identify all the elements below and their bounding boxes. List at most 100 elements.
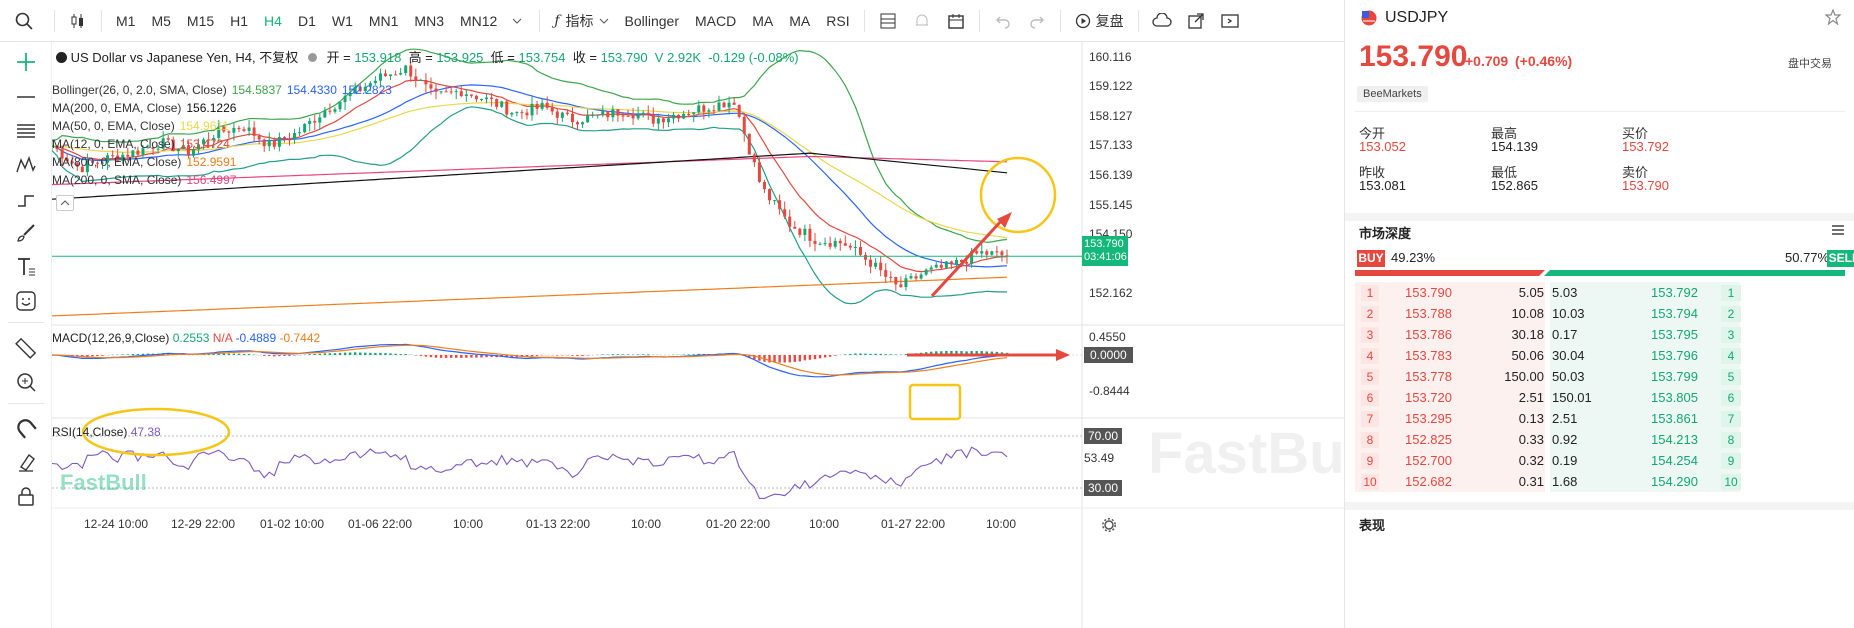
candle-body bbox=[975, 251, 979, 254]
macd-histogram-bar bbox=[247, 354, 251, 355]
indicator-button-macd[interactable]: MACD bbox=[695, 12, 737, 29]
macd-histogram-bar bbox=[601, 354, 604, 355]
candle-body bbox=[414, 76, 418, 81]
timeframe-d1[interactable]: D1 bbox=[297, 12, 316, 29]
timeframe-w1[interactable]: W1 bbox=[331, 12, 353, 29]
candle-body bbox=[444, 91, 448, 93]
ask-price: 154.290 bbox=[1651, 474, 1698, 489]
timeframe-m5[interactable]: M5 bbox=[151, 12, 171, 29]
ma800-line bbox=[52, 276, 1008, 317]
order-book-row[interactable]: 7 153.295 0.13 2.51 153.861 7 bbox=[1355, 408, 1845, 429]
buy-badge[interactable]: BUY bbox=[1357, 250, 1385, 267]
undo-icon[interactable] bbox=[986, 0, 1020, 42]
chart-settings-icon[interactable] bbox=[1102, 518, 1116, 536]
candle-body bbox=[813, 240, 817, 245]
order-book-row[interactable]: 5 153.778 150.00 50.03 153.799 5 bbox=[1355, 366, 1845, 387]
high-label: 高 = bbox=[408, 50, 433, 65]
candle-body bbox=[661, 118, 665, 123]
timeframe-mn3[interactable]: MN3 bbox=[414, 12, 444, 29]
timeframe-m1[interactable]: M1 bbox=[116, 12, 136, 29]
candle-body bbox=[409, 65, 413, 77]
timeframe-h4[interactable]: H4 bbox=[264, 12, 282, 29]
brush-icon[interactable] bbox=[10, 217, 42, 249]
layout-icon[interactable] bbox=[871, 0, 905, 42]
broker-badge[interactable]: BeeMarkets bbox=[1357, 86, 1428, 102]
macd-histogram-bar bbox=[879, 353, 882, 355]
fib-lines-icon[interactable] bbox=[10, 115, 42, 147]
candle-body bbox=[217, 126, 221, 138]
timeframe-m15[interactable]: M15 bbox=[186, 12, 215, 29]
order-book-row[interactable]: 10 152.682 0.31 1.68 154.290 10 bbox=[1355, 471, 1845, 492]
indicator-button-bollinger[interactable]: Bollinger bbox=[624, 12, 680, 29]
candle-body bbox=[884, 270, 888, 277]
eraser-icon[interactable] bbox=[10, 446, 42, 478]
timeframe-mn1[interactable]: MN1 bbox=[368, 12, 399, 29]
indicator-value: 156.4997 bbox=[186, 173, 237, 187]
indicators-button[interactable]: ƒ 指标 bbox=[546, 0, 616, 42]
indicator-legend-row[interactable]: MA(50, 0, EMA, Close) 154.9611 bbox=[52, 118, 392, 136]
alert-add-icon[interactable] bbox=[905, 0, 939, 42]
pattern-icon[interactable] bbox=[10, 149, 42, 181]
redo-icon[interactable] bbox=[1020, 0, 1054, 42]
timeframe-mn12[interactable]: MN12 bbox=[459, 12, 498, 29]
macd-histogram-bar bbox=[490, 355, 493, 358]
candle-body bbox=[641, 112, 645, 115]
crosshair-icon[interactable] bbox=[10, 46, 42, 78]
order-book-row[interactable]: 9 152.700 0.32 0.19 154.254 9 bbox=[1355, 450, 1845, 471]
indicator-legend-row[interactable]: MA(12, 0, EMA, Close) 153.4724 bbox=[52, 136, 392, 154]
indicator-button-rsi[interactable]: RSI bbox=[826, 12, 850, 29]
ruler-icon[interactable] bbox=[10, 332, 42, 364]
fullscreen-icon[interactable] bbox=[1213, 0, 1247, 42]
replay-button[interactable]: 复盘 bbox=[1067, 0, 1132, 42]
favorite-star-icon[interactable] bbox=[1824, 8, 1842, 28]
emoji-icon[interactable] bbox=[10, 285, 42, 317]
chart-type-icon[interactable] bbox=[61, 0, 95, 42]
indicator-value: 154.9611 bbox=[179, 119, 229, 133]
order-book-row[interactable]: 3 153.786 30.18 0.17 153.795 3 bbox=[1355, 324, 1845, 345]
indicator-legend-row[interactable]: MA(200, 0, EMA, Close) 156.1226 bbox=[52, 100, 392, 118]
chart-area[interactable]: US Dollar vs Japanese Yen, H4, 不复权 开 = 1… bbox=[52, 42, 1377, 628]
order-book-row[interactable]: 1 153.790 5.05 5.03 153.792 1 bbox=[1355, 282, 1845, 303]
path-icon[interactable] bbox=[10, 183, 42, 215]
bid-price: 153.788 bbox=[1405, 306, 1452, 321]
share-icon[interactable] bbox=[1179, 0, 1213, 42]
collapse-legend-button[interactable] bbox=[56, 195, 74, 211]
macd-line bbox=[52, 343, 1008, 378]
candle-body bbox=[136, 150, 140, 155]
magnet-icon[interactable] bbox=[10, 412, 42, 444]
indicator-legend-row[interactable]: MA(200, 0, SMA, Close) 156.4997 bbox=[52, 172, 392, 190]
macd-histogram-bar bbox=[86, 355, 89, 357]
macd-histogram-bar bbox=[930, 351, 933, 355]
candle-body bbox=[308, 120, 312, 124]
indicator-legend-row[interactable]: MA(800, 0, EMA, Close) 152.9591 bbox=[52, 154, 392, 172]
trend-line-icon[interactable] bbox=[10, 81, 42, 113]
lock-icon[interactable] bbox=[10, 480, 42, 512]
calendar-icon[interactable] bbox=[939, 0, 973, 42]
legend-header: US Dollar vs Japanese Yen, H4, 不复权 开 = 1… bbox=[56, 50, 799, 66]
indicator-button-ma[interactable]: MA bbox=[752, 12, 774, 29]
candle-body bbox=[52, 145, 54, 147]
macd-histogram-bar bbox=[389, 353, 392, 355]
order-book-row[interactable]: 4 153.783 50.06 30.04 153.796 4 bbox=[1355, 345, 1845, 366]
indicator-button-ma[interactable]: MA bbox=[789, 12, 811, 29]
cloud-icon[interactable] bbox=[1145, 0, 1179, 42]
text-tool-icon[interactable] bbox=[10, 251, 42, 283]
depth-list-icon[interactable] bbox=[1831, 223, 1845, 240]
candle-body bbox=[383, 73, 387, 77]
search-icon[interactable] bbox=[0, 0, 48, 42]
order-book-row[interactable]: 2 153.788 10.08 10.03 153.794 2 bbox=[1355, 303, 1845, 324]
ask-level-index: 4 bbox=[1721, 348, 1741, 364]
indicator-legend-row[interactable]: Bollinger(26, 0, 2.0, SMA, Close) 154.583… bbox=[52, 82, 392, 100]
zoom-in-icon[interactable] bbox=[10, 366, 42, 398]
timeframe-h1[interactable]: H1 bbox=[230, 12, 249, 29]
fastbull-watermark-large: FastBull bbox=[1148, 421, 1377, 486]
order-book-row[interactable]: 6 153.720 2.51 150.01 153.805 6 bbox=[1355, 387, 1845, 408]
sell-badge[interactable]: SELL bbox=[1827, 250, 1854, 267]
macd-histogram-bar bbox=[945, 350, 948, 355]
candle-body bbox=[737, 104, 741, 117]
order-book-row[interactable]: 8 152.825 0.33 0.92 154.213 8 bbox=[1355, 429, 1845, 450]
macd-histogram-bar bbox=[293, 355, 296, 356]
macd-histogram-bar bbox=[374, 352, 377, 355]
candle-body bbox=[434, 88, 438, 92]
timeframe-more-icon[interactable] bbox=[505, 0, 529, 42]
